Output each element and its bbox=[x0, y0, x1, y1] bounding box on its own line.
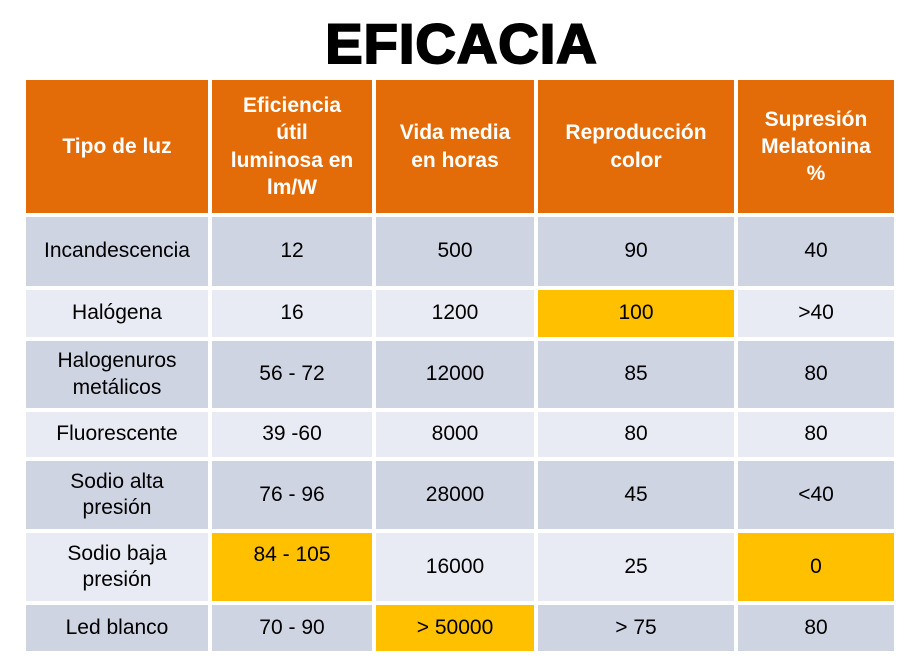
eficacia-table: Tipo de luz Eficiencia útil luminosa en … bbox=[22, 76, 898, 655]
value-cell: 16 bbox=[212, 290, 372, 337]
value-cell: 45 bbox=[538, 461, 734, 529]
row-label: Halogenuros metálicos bbox=[26, 341, 208, 408]
value-cell: >40 bbox=[738, 290, 894, 337]
value-cell-highlighted: 100 bbox=[538, 290, 734, 337]
value-cell-highlighted: > 50000 bbox=[376, 605, 534, 651]
row-led-blanco: Led blanco 70 - 90 > 50000 > 75 80 bbox=[26, 605, 894, 651]
row-label: Led blanco bbox=[26, 605, 208, 651]
value-cell: 76 - 96 bbox=[212, 461, 372, 529]
row-halogenuros-metalicos: Halogenuros metálicos 56 - 72 12000 85 8… bbox=[26, 341, 894, 408]
value-cell-highlighted: 0 bbox=[738, 533, 894, 601]
value-cell: 40 bbox=[738, 217, 894, 286]
value-cell: 56 - 72 bbox=[212, 341, 372, 408]
value-cell: 12 bbox=[212, 217, 372, 286]
row-label: Incandescencia bbox=[26, 217, 208, 286]
header-vida-media: Vida media en horas bbox=[376, 80, 534, 213]
value-cell: 80 bbox=[738, 412, 894, 457]
value-cell: 500 bbox=[376, 217, 534, 286]
value-cell: 70 - 90 bbox=[212, 605, 372, 651]
value-cell-highlighted: 84 - 105 bbox=[212, 533, 372, 601]
row-halogena: Halógena 16 1200 100 >40 bbox=[26, 290, 894, 337]
value-cell: 39 -60 bbox=[212, 412, 372, 457]
value-cell: <40 bbox=[738, 461, 894, 529]
row-label: Sodio alta presión bbox=[26, 461, 208, 529]
value-cell: 8000 bbox=[376, 412, 534, 457]
value-cell: 80 bbox=[538, 412, 734, 457]
row-sodio-alta-presion: Sodio alta presión 76 - 96 28000 45 <40 bbox=[26, 461, 894, 529]
row-label: Fluorescente bbox=[26, 412, 208, 457]
value-cell: > 75 bbox=[538, 605, 734, 651]
value-cell: 12000 bbox=[376, 341, 534, 408]
header-row: Tipo de luz Eficiencia útil luminosa en … bbox=[26, 80, 894, 213]
value-cell: 1200 bbox=[376, 290, 534, 337]
value-cell: 80 bbox=[738, 605, 894, 651]
value-cell: 80 bbox=[738, 341, 894, 408]
row-label: Sodio baja presión bbox=[26, 533, 208, 601]
row-sodio-baja-presion: Sodio baja presión 84 - 105 16000 25 0 bbox=[26, 533, 894, 601]
header-supresion-melatonina: Supresión Melatonina % bbox=[738, 80, 894, 213]
header-eficiencia-util: Eficiencia útil luminosa en lm/W bbox=[212, 80, 372, 213]
row-label: Halógena bbox=[26, 290, 208, 337]
header-reproduccion-color: Reproducción color bbox=[538, 80, 734, 213]
value-cell: 16000 bbox=[376, 533, 534, 601]
value-cell: 28000 bbox=[376, 461, 534, 529]
page-title: EFICACIA bbox=[324, 12, 598, 75]
row-incandescencia: Incandescencia 12 500 90 40 bbox=[26, 217, 894, 286]
value-cell: 25 bbox=[538, 533, 734, 601]
value-cell: 90 bbox=[538, 217, 734, 286]
value-cell: 85 bbox=[538, 341, 734, 408]
header-tipo-de-luz: Tipo de luz bbox=[26, 80, 208, 213]
row-fluorescente: Fluorescente 39 -60 8000 80 80 bbox=[26, 412, 894, 457]
